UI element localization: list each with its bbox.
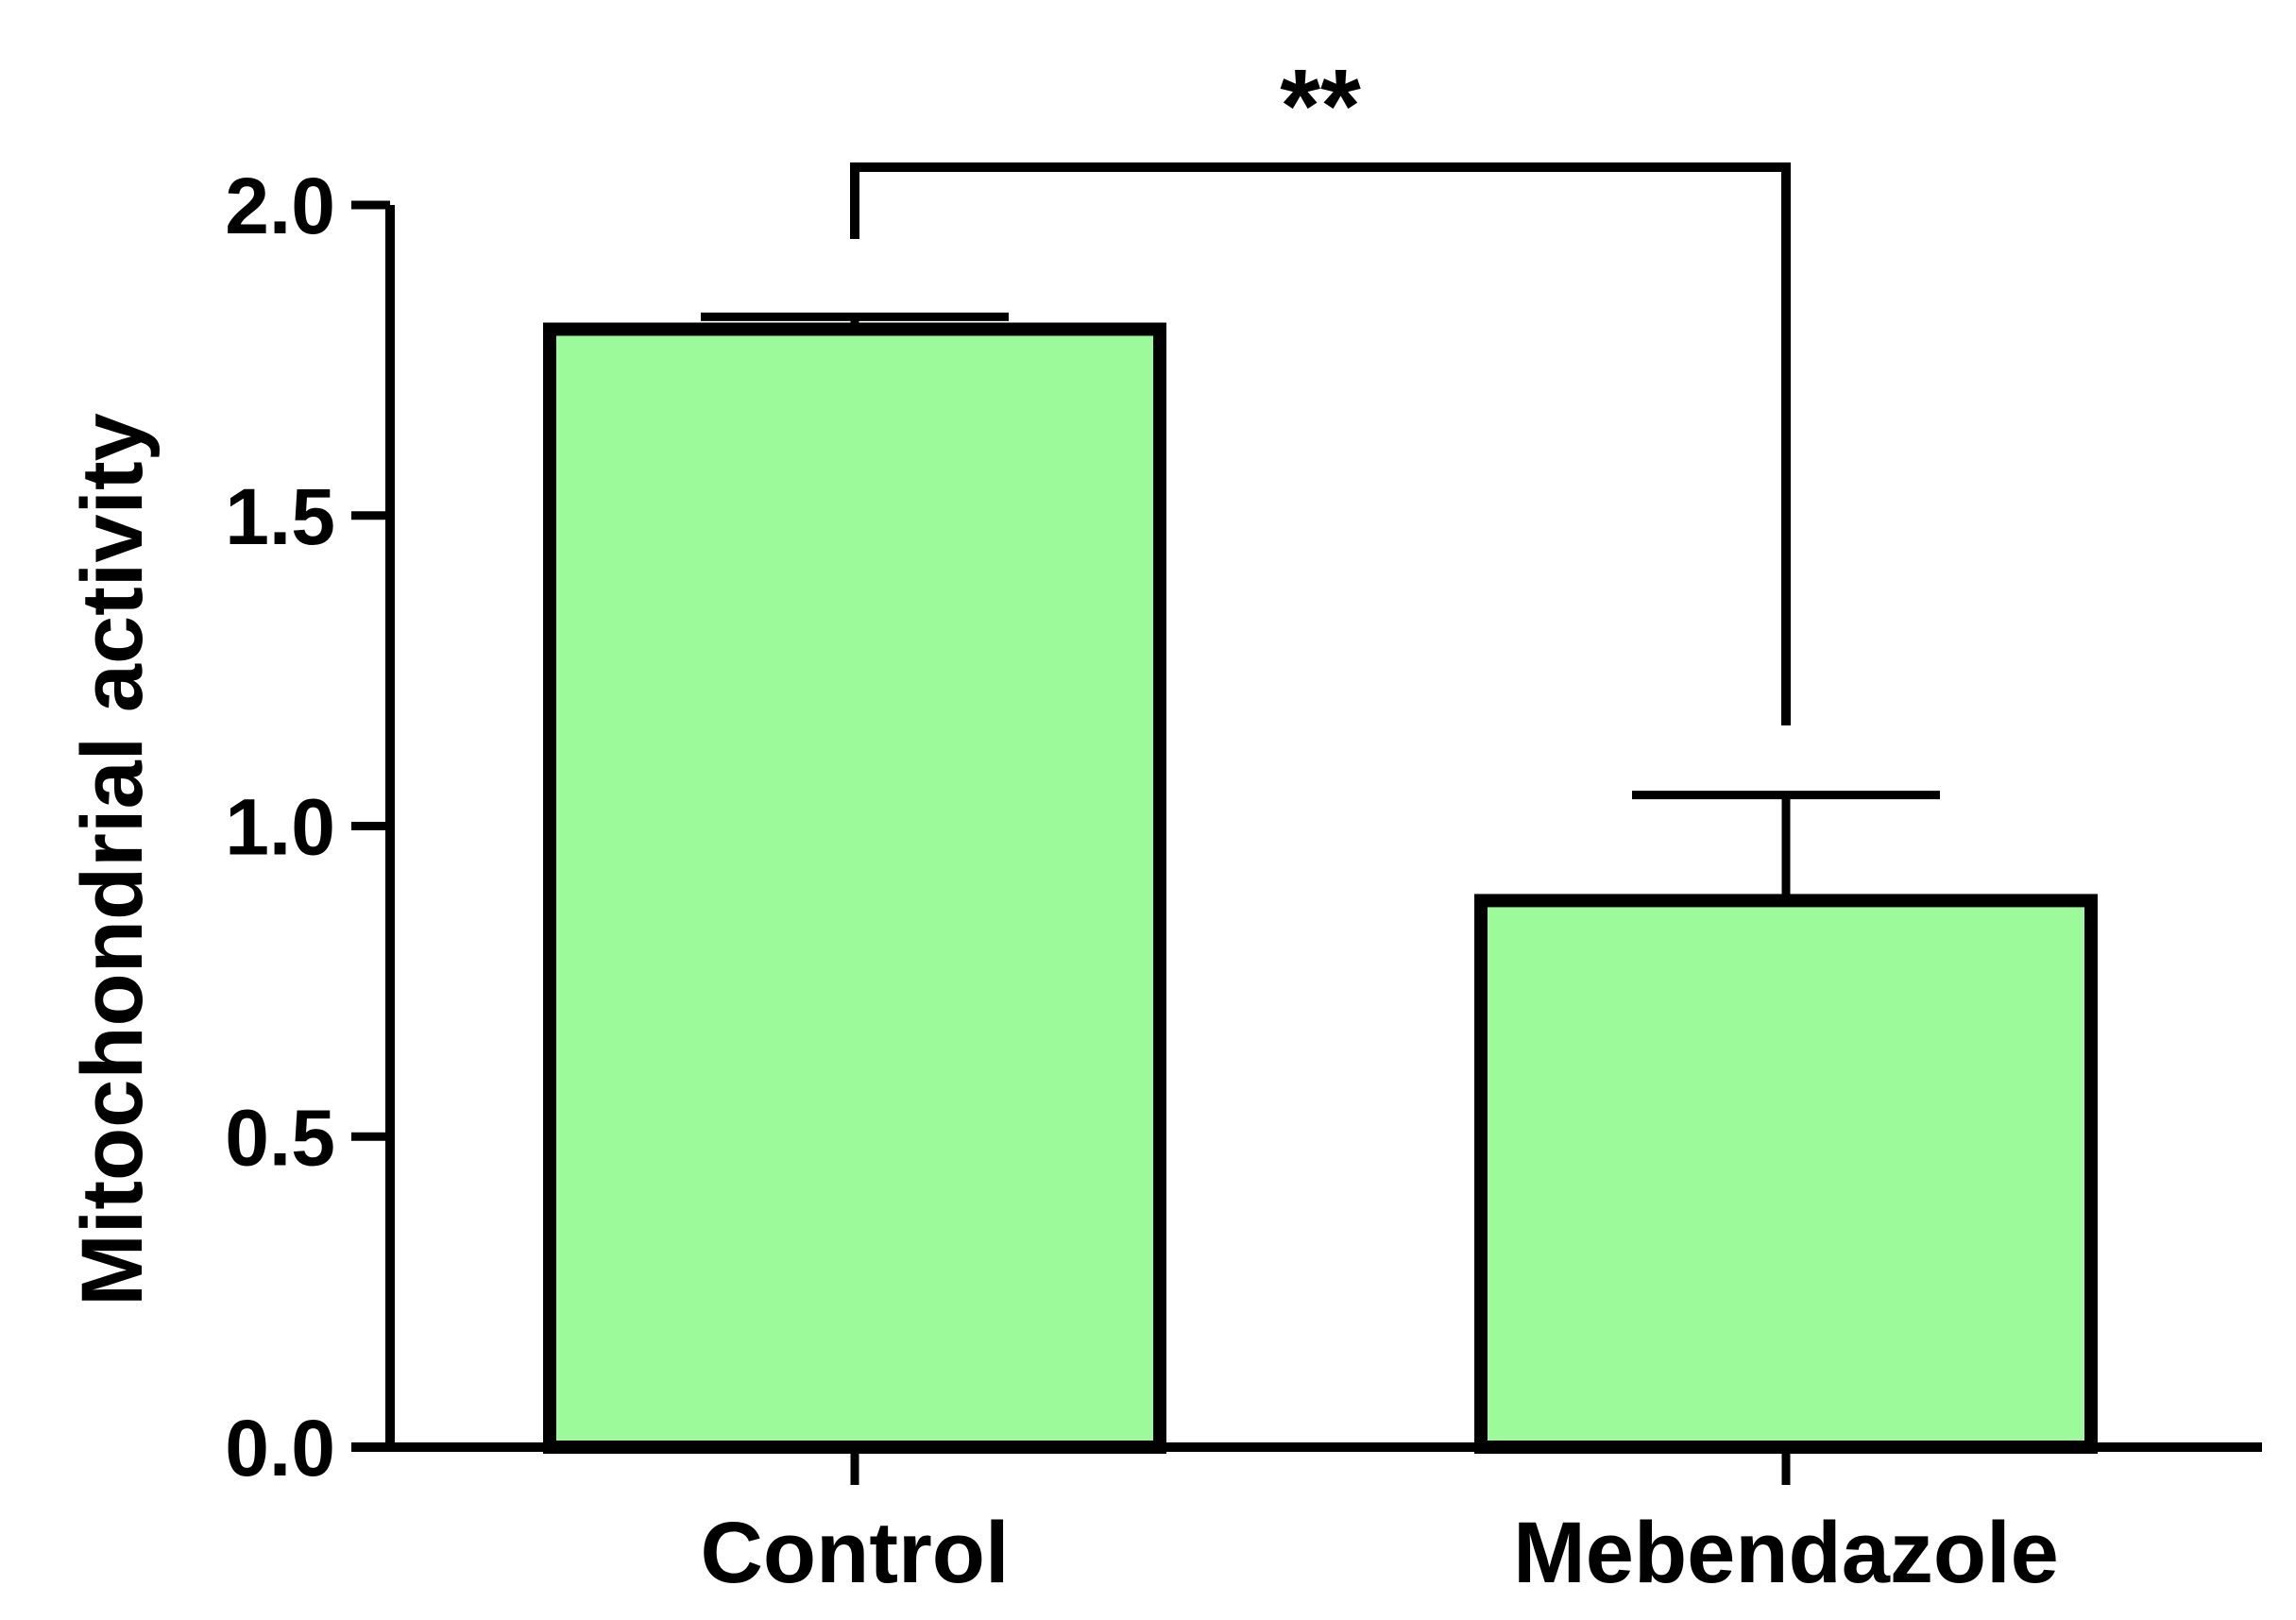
y-tick-label: 0.5 [225,1093,335,1182]
significance-bracket [850,162,1791,725]
bar-control [543,322,1166,1454]
significance-label: ** [1280,48,1361,164]
y-tick-label: 2.0 [225,162,335,250]
y-tick-label: 0.0 [225,1404,335,1492]
x-tick-label: Mebendazole [1513,1505,2059,1601]
bar-mebendazole [1474,894,2098,1454]
y-tick-label: 1.5 [225,472,335,561]
x-tick-label: Control [700,1505,1009,1601]
y-axis-title: Mitochondrial activity [64,413,161,1306]
y-tick-label: 1.0 [225,783,335,872]
plot-area: 0.0 0.5 1.0 1.5 2.0 Control Mebendazole [225,162,2262,1601]
